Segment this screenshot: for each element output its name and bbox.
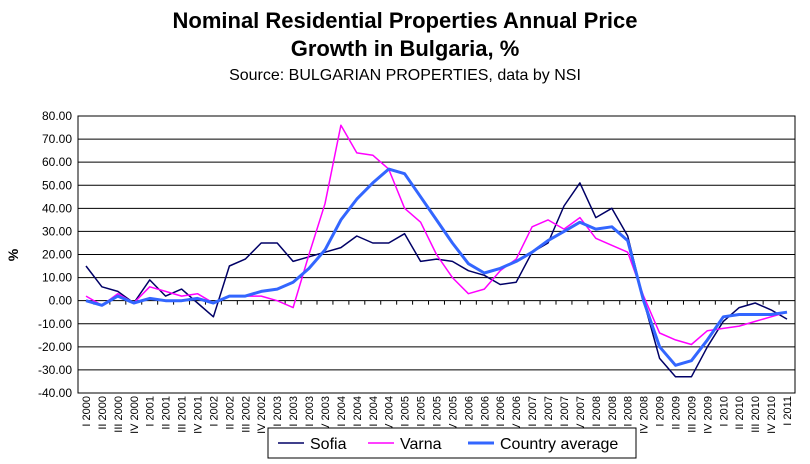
x-tick-label: I 2002 <box>208 396 220 427</box>
x-tick-label: III 2003 <box>304 396 316 433</box>
legend-label: Country average <box>500 436 618 453</box>
series-line <box>85 167 788 367</box>
y-tick-label: 50.00 <box>42 178 72 192</box>
x-tick-label: II 2001 <box>161 396 173 430</box>
x-tick-label: III 2005 <box>432 396 444 433</box>
x-tick-label: III 2010 <box>750 396 762 433</box>
y-tick-label: -10.00 <box>38 317 72 331</box>
x-tick-label: I 2000 <box>81 396 93 427</box>
x-tick-label: III 2004 <box>368 396 380 433</box>
x-tick-label: I 2005 <box>400 396 412 427</box>
x-tick-label: IV 2007 <box>575 396 587 434</box>
x-tick-label: IV 2009 <box>702 396 714 434</box>
x-tick-label: IV 2003 <box>320 396 332 434</box>
chart-subtitle: Source: BULGARIAN PROPERTIES, data by NS… <box>229 67 581 84</box>
x-tick-label: IV 2005 <box>447 396 459 434</box>
x-tick-label: II 2002 <box>224 396 236 430</box>
x-tick-label: III 2007 <box>559 396 571 433</box>
y-tick-label: 70.00 <box>42 132 72 146</box>
x-tick-label: IV 2002 <box>256 396 268 434</box>
plot-border <box>77 115 796 394</box>
y-tick-label: 80.00 <box>42 109 72 123</box>
x-tick-label: II 2010 <box>734 396 746 430</box>
y-tick-label: 0.00 <box>49 294 73 308</box>
x-tick-label: IV 2004 <box>384 396 396 434</box>
x-tick-label: IV 2000 <box>129 396 141 434</box>
x-tick-label: I 2008 <box>591 396 603 427</box>
y-tick-label: 60.00 <box>42 155 72 169</box>
x-tick-label: I 2009 <box>655 396 667 427</box>
x-tick-label: I 2004 <box>336 396 348 427</box>
y-tick-label: 30.00 <box>42 224 72 238</box>
y-tick-label: 40.00 <box>42 201 72 215</box>
x-tick-label: III 2000 <box>113 396 125 433</box>
y-tick-label: -40.00 <box>38 386 72 400</box>
y-axis-label: % <box>5 248 21 261</box>
x-tick-label: I 2003 <box>272 396 284 427</box>
x-tick-label: II 2004 <box>352 396 364 430</box>
legend-label: Varna <box>400 436 442 453</box>
series-line <box>85 124 788 346</box>
x-tick-label: IV 2010 <box>766 396 778 434</box>
x-tick-label: III 2001 <box>177 396 189 433</box>
x-tick-label: III 2006 <box>495 396 507 433</box>
x-tick-label: II 2009 <box>671 396 683 430</box>
x-tick-label: II 2006 <box>479 396 491 430</box>
x-tick-label: I 2006 <box>463 396 475 427</box>
x-tick-label: III 2009 <box>686 396 698 433</box>
y-tick-label: -20.00 <box>38 340 72 354</box>
x-tick-label: II 2005 <box>416 396 428 430</box>
y-tick-label: -30.00 <box>38 363 72 377</box>
x-tick-label: I 2011 <box>782 396 794 426</box>
x-tick-label: IV 2001 <box>193 396 205 434</box>
x-tick-label: IV 2006 <box>511 396 523 434</box>
x-tick-label: I 2001 <box>145 396 157 427</box>
x-tick-label: IV 2008 <box>639 396 651 434</box>
x-tick-label: II 2007 <box>543 396 555 430</box>
legend-label: Sofia <box>310 436 347 453</box>
chart-title: Nominal Residential Properties Annual Pr… <box>173 8 638 33</box>
x-tick-label: I 2010 <box>718 396 730 427</box>
x-tick-label: I 2007 <box>527 396 539 427</box>
x-tick-label: II 2003 <box>288 396 300 430</box>
legend-box <box>267 427 637 459</box>
y-tick-label: 10.00 <box>42 271 72 285</box>
x-tick-label: II 2008 <box>607 396 619 430</box>
x-tick-label: III 2008 <box>623 396 635 433</box>
x-tick-label: II 2000 <box>97 396 109 430</box>
series-line <box>85 182 788 378</box>
chart-title: Growth in Bulgaria, % <box>291 36 520 61</box>
y-tick-label: 20.00 <box>42 248 72 262</box>
legend: Sofia Varna Country average <box>267 427 637 459</box>
x-tick-label: III 2002 <box>240 396 252 433</box>
